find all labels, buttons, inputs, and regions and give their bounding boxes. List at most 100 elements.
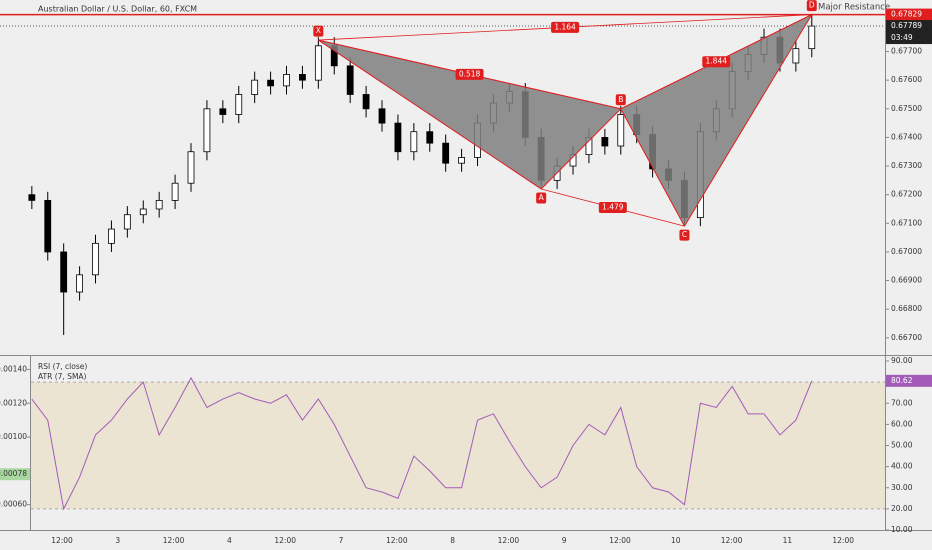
- atr-tick-label: 0.00060: [0, 500, 27, 509]
- candle-body: [426, 131, 434, 144]
- time-label: 11: [783, 536, 793, 545]
- candle-body: [171, 182, 179, 201]
- candle-body: [601, 137, 609, 147]
- time-label: 3: [115, 536, 120, 545]
- time-label: 12:00: [274, 536, 296, 545]
- resistance-price-box: [886, 8, 932, 21]
- rsi-last-box: [886, 374, 932, 387]
- price-tick-label: 0.67500: [891, 104, 922, 113]
- candle-body: [187, 151, 195, 184]
- candle-body: [808, 25, 816, 50]
- price-tick-label: 0.67300: [891, 161, 922, 170]
- rsi-tick-label: 40.00: [891, 462, 913, 471]
- atr-tick-label: 0.00140: [0, 364, 27, 373]
- time-label: 4: [227, 536, 232, 545]
- candle-body: [394, 122, 402, 153]
- time-label: 9: [562, 536, 567, 545]
- rsi-tick-label: 70.00: [891, 398, 913, 407]
- candle-body: [299, 74, 306, 81]
- price-tick-label: 0.67100: [891, 218, 922, 227]
- candle-body: [44, 200, 52, 253]
- atr-title: ATR (7, SMA): [38, 372, 87, 381]
- candle-body: [92, 242, 99, 276]
- price-tick-label: 0.67600: [891, 75, 922, 84]
- pattern-point-box: [806, 0, 817, 12]
- candle-body: [251, 79, 259, 95]
- candle-body: [792, 48, 800, 64]
- candle-body: [76, 274, 83, 293]
- candle-body: [235, 94, 243, 115]
- candle-body: [219, 108, 227, 115]
- last-price-label: 0.67789: [891, 21, 922, 30]
- rsi-tick-label: 10.00: [891, 525, 913, 534]
- candle-body: [458, 157, 466, 164]
- rsi-line: [31, 376, 813, 511]
- leg-ratio: 0.518: [459, 69, 481, 78]
- candle-body: [617, 114, 625, 147]
- price-tick-label: 0.66800: [891, 304, 922, 313]
- time-label: 12:00: [386, 536, 408, 545]
- candle-body: [203, 108, 211, 153]
- pattern-point-label: X: [316, 26, 321, 35]
- candle-body: [410, 131, 418, 153]
- rsi-tick-label: 60.00: [891, 419, 913, 428]
- time-label: 12:00: [832, 536, 854, 545]
- time-label: 12:00: [51, 536, 73, 545]
- leg-ratio-box: [551, 21, 580, 33]
- pattern-point-label: A: [539, 193, 545, 202]
- last-price-box: [886, 20, 932, 45]
- rsi-tick-label: 20.00: [891, 504, 913, 513]
- time-label: 12:00: [721, 536, 743, 545]
- candle-body: [155, 200, 163, 210]
- price-tick-label: 0.67700: [891, 47, 922, 56]
- candle-body: [267, 79, 274, 87]
- candle-body: [283, 74, 290, 87]
- price-tick-label: 0.66900: [891, 276, 922, 285]
- time-label: 7: [339, 536, 344, 545]
- pattern-point-box: [679, 229, 690, 241]
- rsi-band: [31, 382, 885, 509]
- time-label: 10: [671, 536, 681, 545]
- leg-ratio-box: [598, 202, 627, 214]
- time-label: 8: [450, 536, 455, 545]
- time-label: 12:00: [498, 536, 520, 545]
- resistance-label: Major Resistance: [818, 3, 890, 13]
- candle-body: [139, 208, 147, 216]
- candle-body: [378, 108, 386, 124]
- rsi-tick-label: 50.00: [891, 441, 913, 450]
- candle-body: [314, 45, 322, 81]
- rsi-last-label: 80.62: [891, 376, 913, 385]
- candle-body: [346, 65, 354, 95]
- leg-ratio-box: [455, 68, 484, 80]
- pattern-point-box: [313, 25, 324, 37]
- rsi-tick-label: 90.00: [891, 356, 913, 365]
- time-label: 12:00: [609, 536, 631, 545]
- candle-body: [60, 251, 68, 293]
- leg-ratio: 1.844: [706, 57, 728, 66]
- price-tick-label: 0.67200: [891, 190, 922, 199]
- pattern-point-box: [536, 192, 547, 204]
- pattern-point-label: C: [682, 230, 687, 239]
- price-tick-label: 0.67400: [891, 132, 922, 141]
- time-label: 12:00: [163, 536, 185, 545]
- countdown: 03:49: [891, 33, 913, 42]
- atr-current-box: [0, 468, 30, 481]
- candle-body: [362, 94, 370, 110]
- atr-tick-label: 0.00100: [0, 432, 27, 441]
- pattern-point-box: [615, 94, 626, 106]
- resistance-price-label: 0.67829: [891, 10, 922, 19]
- candle-body: [28, 194, 36, 201]
- leg-ratio-box: [702, 56, 731, 68]
- rsi-title: RSI (7, close): [38, 362, 87, 371]
- candle-body: [123, 214, 131, 230]
- atr-current-label: 0.00078: [0, 469, 27, 478]
- price-tick-label: 0.66700: [891, 333, 922, 342]
- rsi-tick-label: 30.00: [891, 483, 913, 492]
- leg-ratio: 1.479: [602, 203, 624, 212]
- chart-title: Australian Dollar / U.S. Dollar, 60, FXC…: [38, 5, 197, 14]
- atr-tick-label: 0.00120: [0, 398, 27, 407]
- pattern-point-label: B: [618, 95, 623, 104]
- pattern-point-label: D: [809, 1, 815, 10]
